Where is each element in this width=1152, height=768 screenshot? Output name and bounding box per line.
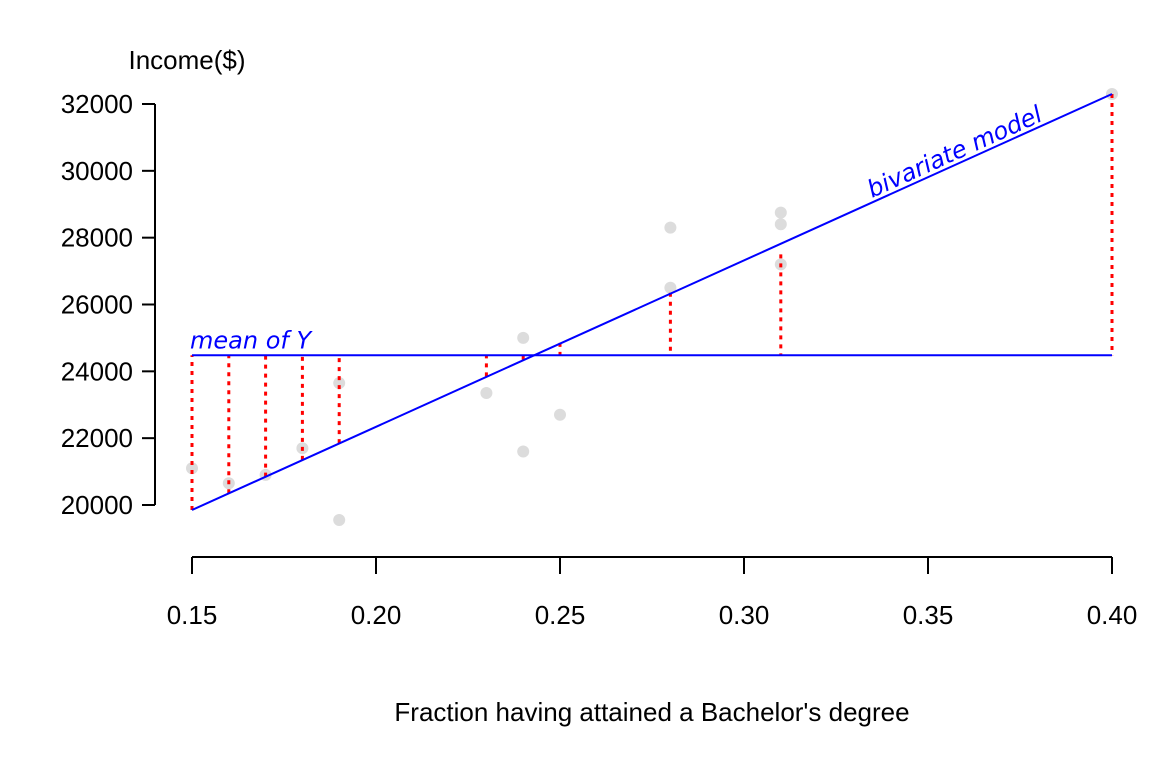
y-tick-label: 32000: [61, 89, 133, 119]
data-point: [774, 206, 787, 219]
y-axis-title: Income($): [128, 45, 245, 75]
y-tick-label: 28000: [61, 223, 133, 253]
data-point: [480, 387, 493, 400]
y-tick-label: 22000: [61, 423, 133, 453]
data-point: [554, 408, 566, 421]
data-point: [774, 218, 787, 231]
x-tick-label: 0.35: [903, 600, 954, 630]
data-point: [333, 377, 346, 390]
y-tick-label: 24000: [61, 356, 133, 386]
data-point: [517, 331, 530, 344]
x-tick-label: 0.40: [1087, 600, 1138, 630]
data-point: [664, 221, 677, 234]
data-point: [664, 281, 677, 294]
x-tick-label: 0.30: [719, 600, 770, 630]
y-tick-label: 26000: [61, 290, 133, 320]
x-ticks: 0.15 0.20 0.25 0.30 0.35 0.40: [167, 557, 1138, 630]
x-tick-label: 0.25: [535, 600, 586, 630]
mean-line-label: mean of Y: [190, 326, 313, 354]
y-ticks: 20000 22000 24000 26000 28000 30000 32000: [61, 89, 155, 520]
x-tick-label: 0.20: [351, 600, 402, 630]
data-points: [186, 87, 1118, 527]
data-point: [186, 462, 198, 475]
residual-segments: [190, 93, 1114, 511]
y-tick-label: 20000: [61, 490, 133, 520]
data-point: [517, 445, 530, 458]
regression-line-label: bivariate model: [863, 100, 1047, 203]
x-tick-label: 0.15: [167, 600, 218, 630]
x-axis-title: Fraction having attained a Bachelor's de…: [394, 697, 909, 727]
y-tick-label: 30000: [61, 156, 133, 186]
data-point: [333, 514, 346, 527]
regression-line: [191, 93, 1113, 511]
